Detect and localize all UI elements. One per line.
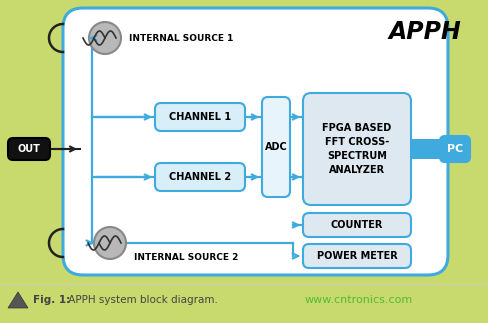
Text: APPH system block diagram.: APPH system block diagram. (65, 295, 218, 305)
Text: COUNTER: COUNTER (331, 220, 383, 230)
Text: www.cntronics.com: www.cntronics.com (305, 295, 413, 305)
FancyBboxPatch shape (155, 103, 245, 131)
FancyBboxPatch shape (262, 97, 290, 197)
Text: FPGA BASED
FFT CROSS-
SPECTRUM
ANALYZER: FPGA BASED FFT CROSS- SPECTRUM ANALYZER (323, 123, 392, 175)
Circle shape (94, 227, 126, 259)
Polygon shape (8, 292, 28, 308)
FancyBboxPatch shape (303, 244, 411, 268)
FancyBboxPatch shape (8, 138, 50, 160)
Text: ADC: ADC (264, 142, 287, 152)
FancyBboxPatch shape (303, 213, 411, 237)
FancyBboxPatch shape (303, 93, 411, 205)
Text: INTERNAL SOURCE 1: INTERNAL SOURCE 1 (129, 34, 233, 43)
Text: CHANNEL 1: CHANNEL 1 (169, 112, 231, 122)
Text: OUT: OUT (18, 144, 41, 154)
FancyBboxPatch shape (440, 136, 470, 162)
Text: Fig. 1:: Fig. 1: (33, 295, 70, 305)
Text: POWER METER: POWER METER (317, 251, 397, 261)
FancyBboxPatch shape (63, 8, 448, 275)
Text: APPH: APPH (388, 20, 461, 44)
Text: PC: PC (447, 144, 463, 154)
Text: CHANNEL 2: CHANNEL 2 (169, 172, 231, 182)
FancyArrow shape (411, 136, 466, 162)
Circle shape (89, 22, 121, 54)
FancyBboxPatch shape (155, 163, 245, 191)
Text: INTERNAL SOURCE 2: INTERNAL SOURCE 2 (134, 253, 238, 262)
